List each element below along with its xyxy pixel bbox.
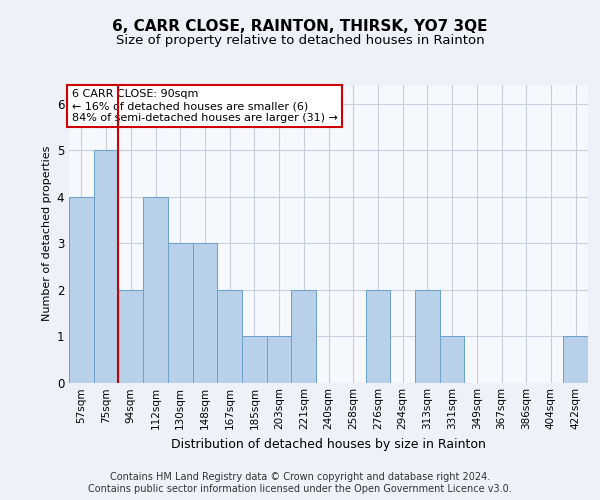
- Text: 6 CARR CLOSE: 90sqm
← 16% of detached houses are smaller (6)
84% of semi-detache: 6 CARR CLOSE: 90sqm ← 16% of detached ho…: [71, 90, 337, 122]
- Text: 6, CARR CLOSE, RAINTON, THIRSK, YO7 3QE: 6, CARR CLOSE, RAINTON, THIRSK, YO7 3QE: [112, 19, 488, 34]
- Bar: [118, 290, 143, 382]
- Bar: [168, 243, 193, 382]
- Y-axis label: Number of detached properties: Number of detached properties: [43, 146, 52, 322]
- Bar: [267, 336, 292, 382]
- Text: Contains public sector information licensed under the Open Government Licence v3: Contains public sector information licen…: [88, 484, 512, 494]
- Bar: [563, 336, 588, 382]
- Bar: [94, 150, 118, 382]
- Text: Size of property relative to detached houses in Rainton: Size of property relative to detached ho…: [116, 34, 484, 47]
- Bar: [415, 290, 440, 382]
- Bar: [193, 243, 217, 382]
- Bar: [242, 336, 267, 382]
- Bar: [217, 290, 242, 382]
- Bar: [440, 336, 464, 382]
- X-axis label: Distribution of detached houses by size in Rainton: Distribution of detached houses by size …: [171, 438, 486, 451]
- Bar: [143, 196, 168, 382]
- Bar: [292, 290, 316, 382]
- Bar: [365, 290, 390, 382]
- Text: Contains HM Land Registry data © Crown copyright and database right 2024.: Contains HM Land Registry data © Crown c…: [110, 472, 490, 482]
- Bar: [69, 196, 94, 382]
